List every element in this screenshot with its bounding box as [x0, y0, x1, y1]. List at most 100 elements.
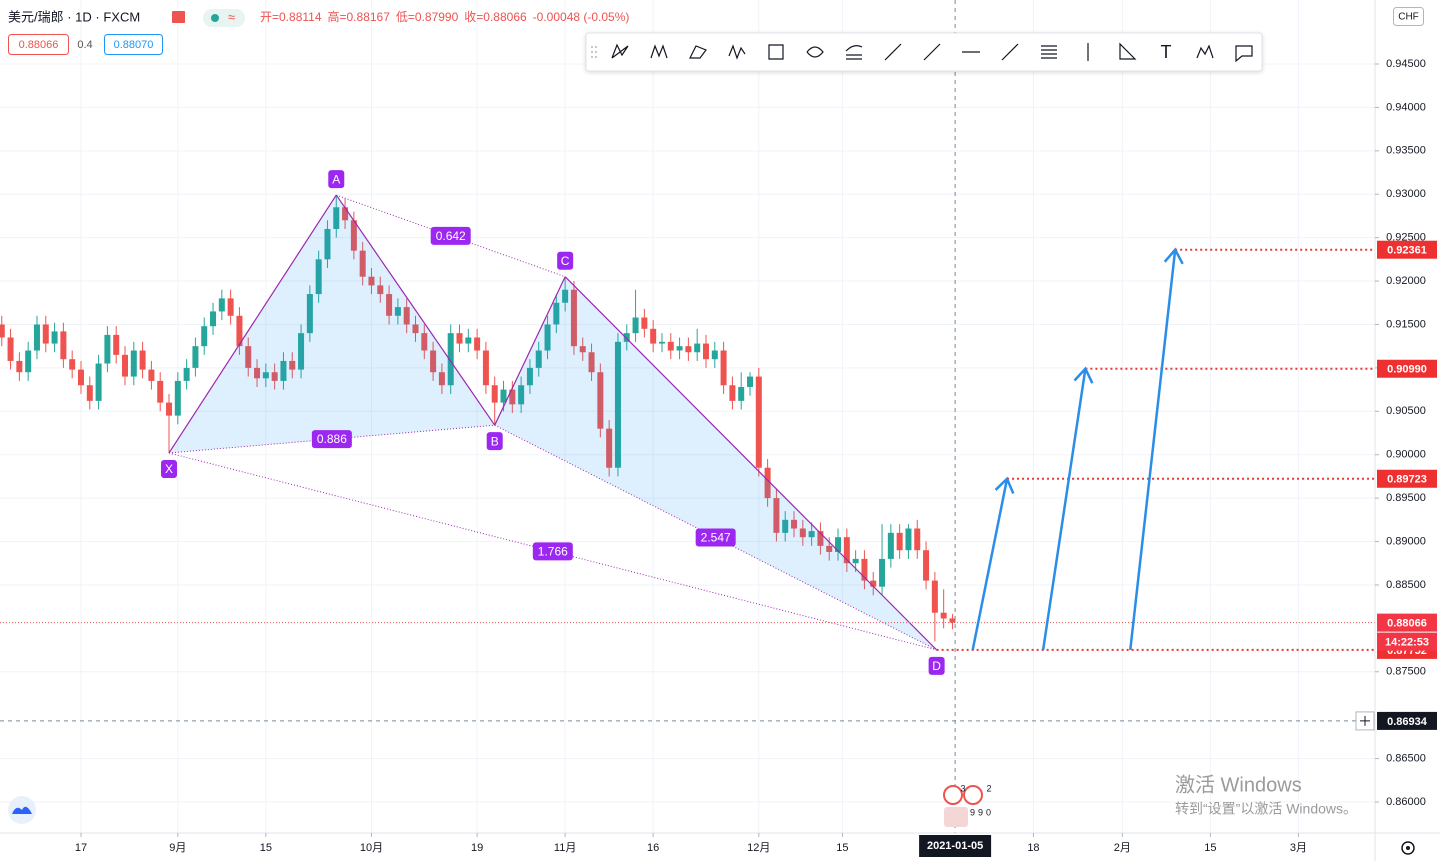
candle-body — [421, 333, 428, 351]
candle-body — [7, 337, 14, 361]
arrow-head — [1073, 366, 1094, 384]
x-tick-label: 15 — [260, 842, 272, 854]
candle-body — [711, 350, 718, 360]
crosshair-date: 2021-01-05 — [927, 840, 983, 852]
event-flag[interactable] — [944, 807, 968, 827]
tool-button[interactable] — [1001, 43, 1019, 61]
status-pill[interactable] — [203, 9, 245, 27]
candle-body — [157, 380, 164, 403]
tool-button[interactable] — [884, 43, 902, 61]
tool-button[interactable] — [845, 45, 863, 60]
candle-body — [51, 331, 58, 344]
candle-body — [526, 367, 533, 386]
bid-box[interactable] — [8, 34, 69, 55]
tool-button[interactable] — [728, 44, 746, 60]
settings-button[interactable] — [1401, 841, 1415, 855]
candle-body — [606, 428, 613, 468]
arrow — [1129, 249, 1177, 651]
candle-body — [447, 333, 454, 386]
candle-body — [597, 372, 604, 429]
tool-button[interactable] — [1041, 45, 1057, 59]
toolbar-grip — [591, 46, 597, 58]
candle-body — [262, 372, 269, 379]
candle-body — [236, 315, 243, 347]
candle-body — [553, 302, 560, 325]
axes: 0.86000 0.86500 0.87500 0.88500 0.89000 0.895… — [75, 58, 1437, 857]
status-dot — [211, 14, 219, 22]
candle-body — [658, 341, 665, 344]
ratio-label: 0.642 — [436, 229, 466, 243]
candle-body — [940, 612, 947, 619]
candle-body — [808, 531, 815, 538]
toolbar-buttons — [611, 42, 1253, 63]
candle-body — [579, 346, 586, 353]
target-price-label: 0.90990 — [1387, 364, 1427, 376]
gear-icon — [1401, 841, 1415, 855]
x-tick-label: 11月 — [554, 842, 576, 854]
tool-button[interactable] — [806, 46, 824, 58]
toolbar-bg — [585, 32, 1263, 72]
y-tick-label: 0.90500 — [1386, 405, 1426, 417]
tool-button[interactable] — [1119, 42, 1137, 60]
tool-button[interactable] — [923, 43, 941, 61]
pattern-fill-bcd — [494, 276, 937, 650]
y-tick-label: 0.93500 — [1386, 145, 1426, 157]
target-price-label-bg — [1377, 469, 1437, 488]
tool-button[interactable] — [689, 45, 707, 59]
countdown-label: 14:22:53 — [1385, 637, 1429, 649]
tool-button[interactable] — [768, 44, 784, 60]
point-label-bg — [486, 432, 503, 451]
event-icon[interactable] — [963, 785, 983, 805]
x-tick-label: 15 — [836, 842, 848, 854]
candle-body — [914, 528, 921, 551]
candle-body — [720, 350, 727, 386]
candle-body — [130, 350, 137, 377]
candle-body — [306, 294, 313, 334]
pattern-leg — [494, 276, 566, 426]
candle-body — [465, 337, 472, 344]
pattern-fill-xab — [169, 195, 495, 453]
y-tick-label: 0.94000 — [1386, 101, 1426, 113]
tool-button[interactable] — [611, 43, 629, 59]
y-tick-label: 0.91500 — [1386, 318, 1426, 330]
y-tick-label: 0.94500 — [1386, 58, 1426, 70]
target-price-label-bg — [1377, 240, 1437, 259]
candle-body — [60, 331, 67, 360]
y-tick-label: 0.87500 — [1386, 666, 1426, 678]
crosshair-plus — [1360, 715, 1370, 726]
ohlc-value: 开=0.88114 — [260, 10, 322, 24]
candle-body — [843, 537, 850, 564]
x-tick-label: 15 — [1204, 842, 1216, 854]
candle-body — [650, 328, 657, 344]
candle-body — [694, 343, 701, 353]
event-icon[interactable] — [943, 785, 963, 805]
candle-body — [359, 250, 366, 277]
text-tool[interactable]: T — [1161, 42, 1172, 62]
candle-body — [482, 350, 489, 386]
candle-body — [782, 519, 789, 533]
arrow-head — [1163, 247, 1184, 265]
flag-icon[interactable] — [172, 11, 185, 23]
tool-button[interactable] — [650, 44, 668, 59]
tool-button[interactable] — [1235, 45, 1253, 63]
y-tick-label: 0.86500 — [1386, 752, 1426, 764]
x-tick-label: 18 — [1027, 842, 1039, 854]
candle-body — [350, 220, 357, 251]
candle-body — [879, 558, 886, 587]
point-label: A — [332, 172, 340, 186]
arrow-head — [994, 476, 1015, 494]
y-tick-label: 0.89500 — [1386, 492, 1426, 504]
logo-button[interactable] — [8, 796, 36, 824]
candle-body — [702, 343, 709, 360]
candle-body — [403, 307, 410, 325]
candle-body — [42, 324, 49, 344]
candle-body — [667, 341, 674, 351]
candle-body — [852, 558, 859, 564]
tool-button[interactable] — [1196, 44, 1214, 59]
candle-body — [113, 334, 120, 355]
candle-body — [949, 618, 956, 623]
ask-box[interactable] — [104, 34, 163, 55]
y-tick-label: 0.88500 — [1386, 579, 1426, 591]
currency-box[interactable] — [1393, 7, 1424, 26]
